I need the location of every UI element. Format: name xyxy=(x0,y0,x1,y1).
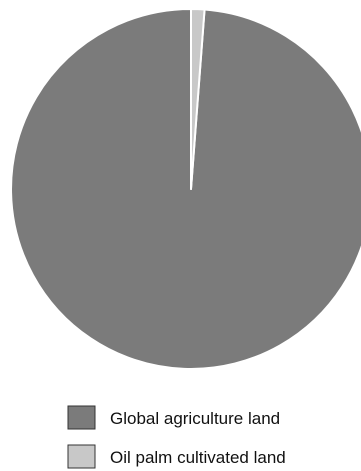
legend-item-global-agriculture-land: Global agriculture land xyxy=(67,405,280,430)
pie-slices xyxy=(10,7,361,370)
legend: Global agriculture land Oil palm cultiva… xyxy=(67,405,286,469)
legend-swatch-oil-palm-cultivated-land xyxy=(67,444,96,469)
legend-label-oil-palm-cultivated-land: Oil palm cultivated land xyxy=(110,448,286,467)
legend-item-oil-palm-cultivated-land: Oil palm cultivated land xyxy=(67,444,286,469)
legend-swatch-global-agriculture-land xyxy=(67,405,96,430)
pie-slice-global-agriculture-land xyxy=(10,8,361,370)
pie-slice-oil-palm-cultivated-land xyxy=(190,7,206,190)
legend-label-global-agriculture-land: Global agriculture land xyxy=(110,409,280,428)
